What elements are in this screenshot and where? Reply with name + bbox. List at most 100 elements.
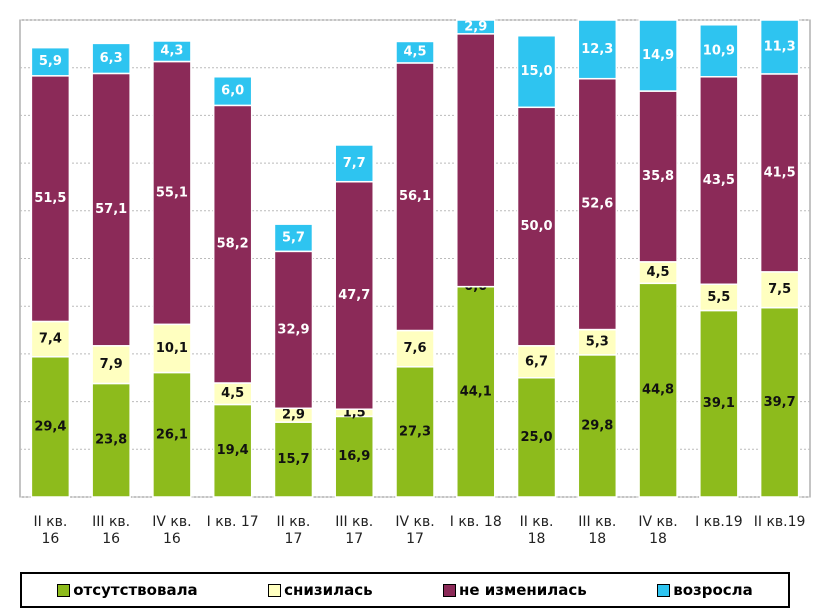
bar-segment: [91, 72, 131, 347]
data-label: 4,3: [160, 44, 183, 59]
data-label: 6,7: [525, 354, 548, 369]
legend-item: снизилась: [268, 581, 373, 599]
x-tick-label: I кв.19: [695, 514, 743, 530]
data-label: 39,1: [703, 396, 735, 411]
data-label: 50,0: [520, 219, 552, 234]
bar-segment: [91, 382, 131, 498]
data-label: 6,0: [221, 84, 244, 99]
data-label: 56,1: [399, 189, 431, 204]
data-label: 7,7: [343, 156, 366, 171]
bar-segment: [91, 42, 131, 75]
x-tick-label: III кв. 18: [578, 514, 617, 547]
x-tick-label: II кв. 18: [519, 514, 554, 547]
bar-segment: [273, 223, 314, 253]
x-tick-label: IV кв. 16: [152, 514, 192, 547]
legend-item: возросла: [657, 581, 753, 599]
data-label: 43,5: [703, 173, 735, 188]
bar-segment: [212, 104, 253, 384]
bar-segment: [516, 377, 557, 498]
bar-segment: [152, 60, 192, 326]
data-label: 2,9: [282, 408, 305, 423]
bar-segment: [152, 371, 192, 498]
data-label: 10,9: [703, 43, 735, 58]
data-label: 7,9: [100, 357, 123, 372]
legend-swatch: [657, 583, 671, 597]
bar-segment: [212, 76, 253, 107]
data-label: 44,8: [642, 383, 674, 398]
legend: отсутствовала снизилась не изменилась возро…: [20, 572, 790, 608]
data-label: 4,5: [403, 45, 426, 60]
data-label: 5,9: [39, 54, 62, 69]
data-label: 52,6: [581, 197, 613, 212]
legend-label: отсутствовала: [73, 581, 198, 599]
data-label: 41,5: [764, 165, 796, 180]
data-label: 19,4: [217, 443, 249, 458]
x-tick-label: II кв.19: [753, 514, 806, 530]
legend-label: возросла: [673, 581, 753, 599]
bar-segment: [334, 144, 374, 183]
bar-segment: [91, 345, 131, 385]
data-label: 29,4: [34, 419, 66, 434]
data-label: 25,0: [520, 430, 552, 445]
data-label: 26,1: [156, 427, 188, 442]
data-label: 4,5: [647, 265, 670, 280]
data-label: 12,3: [581, 42, 613, 57]
bar-segment: [456, 19, 496, 35]
bar-segment: [273, 250, 314, 410]
data-label: 23,8: [95, 433, 127, 448]
data-label: 29,8: [581, 418, 613, 433]
bar-segment: [577, 19, 618, 80]
data-label: 5,5: [707, 290, 730, 305]
bar-segment: [516, 345, 557, 379]
data-label: 58,2: [217, 237, 249, 252]
data-label: 14,9: [642, 48, 674, 63]
bar-segment: [759, 19, 800, 75]
x-tick-label: III кв. 16: [92, 514, 131, 547]
data-label: 7,5: [768, 282, 791, 297]
data-label: 27,3: [399, 424, 431, 439]
data-label: 35,8: [642, 169, 674, 184]
bar-segment: [395, 40, 435, 64]
x-tick-label: IV кв. 17: [395, 514, 435, 547]
legend-label: снизилась: [284, 581, 373, 599]
data-label: 7,4: [39, 332, 62, 347]
legend-item: не изменилась: [443, 581, 587, 599]
data-label: 2,9: [464, 19, 487, 34]
data-label: 55,1: [156, 185, 188, 200]
bar-segment: [699, 76, 739, 286]
data-label: 5,3: [586, 335, 609, 350]
bar-segment: [638, 19, 678, 92]
bar-segment: [152, 323, 192, 374]
x-tick-label: II кв. 16: [33, 514, 68, 547]
bar-segment: [577, 328, 618, 356]
data-label: 6,3: [100, 51, 123, 66]
data-label: 7,6: [403, 341, 426, 356]
data-label: 11,3: [764, 39, 796, 54]
x-tick-label: IV кв. 18: [638, 514, 678, 547]
bar-segment: [395, 366, 435, 498]
data-label: 15,0: [520, 64, 552, 79]
data-label: 16,9: [338, 449, 370, 464]
bar-segment: [30, 356, 71, 498]
bar-segment: [699, 24, 739, 78]
bar-segment: [699, 309, 739, 498]
legend-swatch: [443, 583, 456, 597]
bar-segment: [395, 62, 435, 332]
bar-segment: [759, 306, 800, 498]
bar-segment: [456, 33, 496, 288]
data-label: 47,7: [338, 288, 370, 303]
legend-label: не изменилась: [459, 581, 587, 599]
x-tick-label: I кв. 18: [449, 514, 502, 530]
bar-segment: [30, 46, 71, 77]
x-tick-label: III кв. 17: [335, 514, 374, 547]
bar-segment: [212, 403, 253, 498]
bar-segment: [152, 40, 192, 63]
bar-segment: [516, 34, 557, 109]
bar-segment: [638, 282, 678, 498]
bar-segment: [334, 415, 374, 498]
x-tick-label: I кв. 17: [206, 514, 259, 530]
bar-segment: [273, 421, 314, 498]
data-label: 51,5: [34, 191, 66, 206]
data-label: 57,1: [95, 202, 127, 217]
